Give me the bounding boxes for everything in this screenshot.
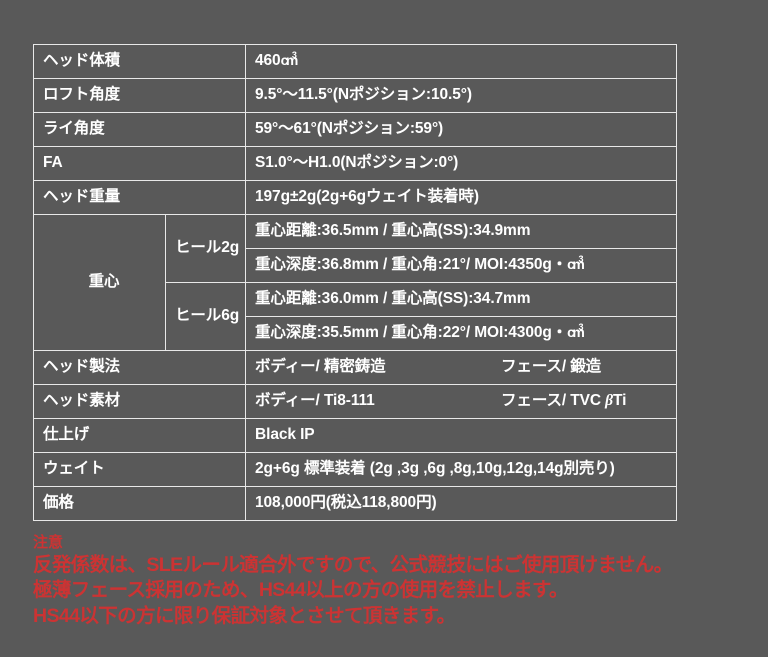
cg-heel2g-line1: 重心距離:36.5mm / 重心高(SS):34.9mm: [245, 214, 677, 249]
table-row: 重心深度:36.8mm / 重心角:21°/ MOI:4350g・cm 3: [34, 248, 677, 283]
row-value-head-weight: 197g±2g(2g+6gウェイト装着時): [245, 180, 677, 215]
row-label-finish: 仕上げ: [32, 418, 247, 453]
table-row: 価格 108,000円(税込118,800円): [32, 486, 677, 521]
row-value-head-volume: 460cm 3: [245, 44, 677, 79]
material-body: ボディー/ Ti8-111: [255, 392, 375, 410]
table-row: FA S1.0°〜H1.0(Nポジション:0°): [32, 146, 677, 181]
warning-line-2: 極薄フェース採用のため、HS44以上の方の使用を禁止します。: [33, 579, 568, 602]
row-value-head-material: ボディー/ Ti8-111 フェース/ TVC βTi: [245, 384, 677, 419]
row-label-head-weight: ヘッド重量: [32, 180, 247, 215]
row-value-head-construction: ボディー/ 精密鋳造 フェース/ 鍛造: [245, 350, 677, 385]
row-label-head-construction: ヘッド製法: [32, 350, 247, 385]
row-label-center-of-gravity: 重心: [33, 214, 166, 351]
table-row: ヘッド製法 ボディー/ 精密鋳造 フェース/ 鍛造: [32, 350, 677, 385]
cg-heel2g-line2-text: 重心深度:36.8mm / 重心角:21°/ MOI:4350g・: [255, 256, 568, 274]
cm-cubed-unit: cm 3: [567, 254, 585, 273]
warning-heading: 注意: [33, 534, 64, 551]
split-value: ボディー/ Ti8-111 フェース/ TVC βTi: [255, 392, 675, 410]
row-value-price: 108,000円(税込118,800円): [245, 486, 677, 521]
table-row: 重心 ヒール2g 重心距離:36.5mm / 重心高(SS):34.9mm: [33, 214, 677, 351]
cg-heel6g-line2: 重心深度:35.5mm / 重心角:22°/ MOI:4300g・cm 3: [245, 316, 677, 351]
row-value-finish: Black IP: [245, 418, 677, 453]
row-value-loft-angle: 9.5°〜11.5°(Nポジション:10.5°): [245, 78, 677, 113]
warning-line-3: HS44以下の方に限り保証対象とさせて頂きます。: [33, 605, 456, 628]
table-row: ウェイト 2g+6g 標準装着 (2g ,3g ,6g ,8g,10g,12g,…: [32, 452, 677, 487]
construction-body: ボディー/ 精密鋳造: [255, 358, 386, 376]
row-label-fa: FA: [32, 146, 247, 181]
cg-heel2g-line2: 重心深度:36.8mm / 重心角:21°/ MOI:4350g・cm 3: [245, 248, 677, 283]
table-row: 仕上げ Black IP: [32, 418, 677, 453]
table-row: ヘッド重量 197g±2g(2g+6gウェイト装着時): [32, 180, 677, 215]
table-row: ヘッド体積 460cm 3: [32, 44, 677, 79]
material-face-pre: フェース/ TVC: [501, 392, 606, 410]
row-label-price: 価格: [32, 486, 247, 521]
table-row: ヘッド素材 ボディー/ Ti8-111 フェース/ TVC βTi: [32, 384, 677, 419]
split-value: ボディー/ 精密鋳造 フェース/ 鍛造: [255, 358, 675, 376]
cg-heel6g-line2-text: 重心深度:35.5mm / 重心角:22°/ MOI:4300g・: [255, 324, 568, 342]
cm-cubed-unit: cm 3: [567, 322, 585, 341]
beta-symbol: β: [605, 392, 614, 410]
cg-heel6g-line1: 重心距離:36.0mm / 重心高(SS):34.7mm: [245, 282, 677, 317]
row-sublabel-heel-6g: ヒール6g: [164, 282, 247, 351]
table-row: ライ角度 59°〜61°(Nポジション:59°): [32, 112, 677, 147]
construction-face: フェース/ 鍛造: [501, 358, 602, 376]
head-volume-number: 460: [255, 52, 281, 70]
warning-block: 注意 反発係数は、SLEルール適合外ですので、公式競技にはご使用頂けません。 極…: [33, 534, 763, 630]
row-value-fa: S1.0°〜H1.0(Nポジション:0°): [245, 146, 677, 181]
specification-table: ヘッド体積 460cm 3 ロフト角度 9.5°〜11.5°(Nポジション:10.…: [32, 44, 677, 521]
table-row: 重心深度:35.5mm / 重心角:22°/ MOI:4300g・cm 3: [34, 316, 677, 351]
row-value-weight: 2g+6g 標準装着 (2g ,3g ,6g ,8g,10g,12g,14g別売…: [245, 452, 677, 487]
row-value-lie-angle: 59°〜61°(Nポジション:59°): [245, 112, 677, 147]
material-face-post: Ti: [613, 392, 627, 410]
row-label-weight: ウェイト: [32, 452, 247, 487]
material-face: フェース/ TVC βTi: [501, 392, 675, 410]
row-label-head-material: ヘッド素材: [32, 384, 247, 419]
table-row: ロフト角度 9.5°〜11.5°(Nポジション:10.5°): [32, 78, 677, 113]
row-label-lie-angle: ライ角度: [32, 112, 247, 147]
warning-line-1: 反発係数は、SLEルール適合外ですので、公式競技にはご使用頂けません。: [33, 553, 673, 576]
row-label-head-volume: ヘッド体積: [32, 44, 247, 79]
table-row: ヒール6g 重心距離:36.0mm / 重心高(SS):34.7mm: [34, 282, 677, 351]
cm-cubed-unit: cm 3: [280, 50, 299, 69]
row-label-loft-angle: ロフト角度: [32, 78, 247, 113]
row-sublabel-heel-2g: ヒール2g: [164, 214, 247, 283]
